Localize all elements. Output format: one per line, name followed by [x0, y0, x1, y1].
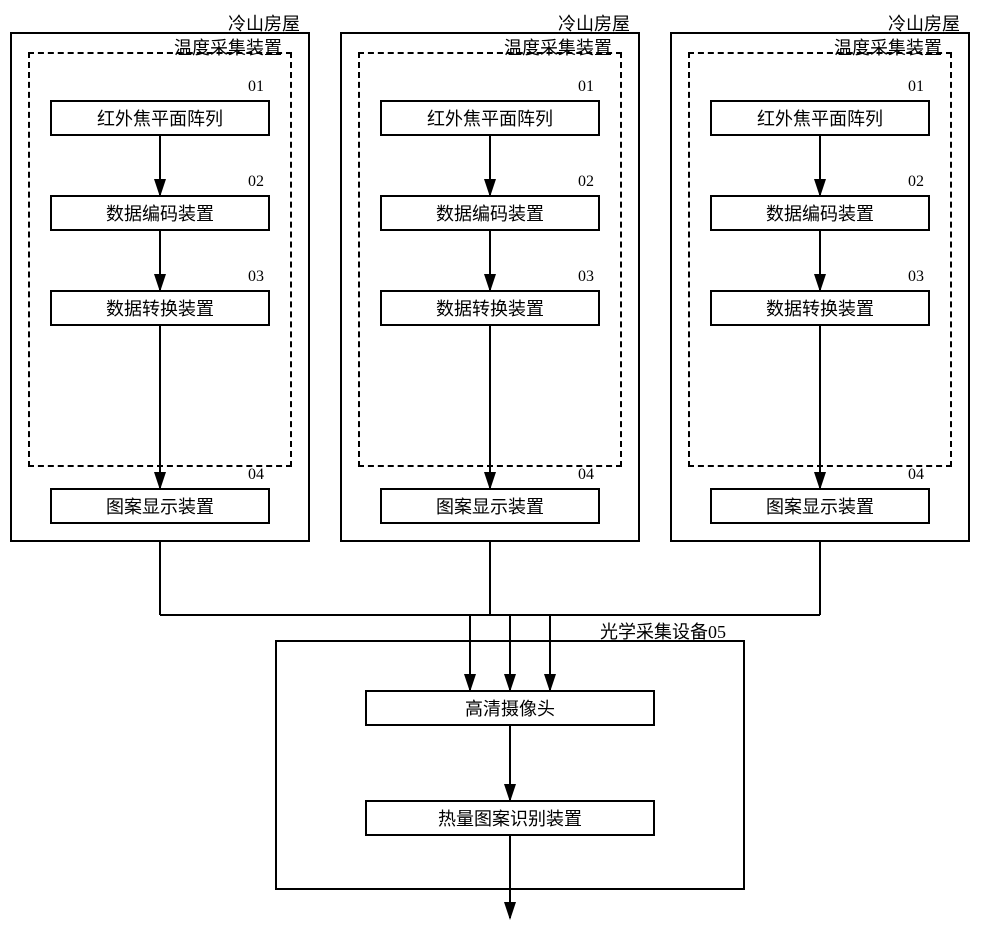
num01-2: 01	[908, 78, 924, 96]
node-encode-1: 数据编码装置	[380, 195, 600, 231]
num03-1: 03	[578, 268, 594, 286]
inner-title-1: 温度采集装置	[504, 34, 612, 60]
diagram-canvas: 冷山房屋温度采集装置01020304红外焦平面阵列数据编码装置数据转换装置图案显…	[10, 10, 990, 924]
node-encode-2: 数据编码装置	[710, 195, 930, 231]
inner-title-0: 温度采集装置	[174, 34, 282, 60]
node-convert-0: 数据转换装置	[50, 290, 270, 326]
node-display-2: 图案显示装置	[710, 488, 930, 524]
inner-title-2: 温度采集装置	[834, 34, 942, 60]
node-recognize: 热量图案识别装置	[365, 800, 655, 836]
num03-2: 03	[908, 268, 924, 286]
num03-0: 03	[248, 268, 264, 286]
node-display-0: 图案显示装置	[50, 488, 270, 524]
node-irfpa-2: 红外焦平面阵列	[710, 100, 930, 136]
node-encode-0: 数据编码装置	[50, 195, 270, 231]
node-irfpa-0: 红外焦平面阵列	[50, 100, 270, 136]
num02-0: 02	[248, 173, 264, 191]
outer-title-2: 冷山房屋	[888, 10, 960, 36]
num01-1: 01	[578, 78, 594, 96]
node-camera: 高清摄像头	[365, 690, 655, 726]
num02-1: 02	[578, 173, 594, 191]
num01-0: 01	[248, 78, 264, 96]
optical-box	[275, 640, 745, 890]
num04-0: 04	[248, 466, 264, 484]
outer-title-0: 冷山房屋	[228, 10, 300, 36]
outer-title-1: 冷山房屋	[558, 10, 630, 36]
num04-1: 04	[578, 466, 594, 484]
num04-2: 04	[908, 466, 924, 484]
node-convert-2: 数据转换装置	[710, 290, 930, 326]
node-irfpa-1: 红外焦平面阵列	[380, 100, 600, 136]
node-convert-1: 数据转换装置	[380, 290, 600, 326]
num02-2: 02	[908, 173, 924, 191]
node-display-1: 图案显示装置	[380, 488, 600, 524]
optical-title: 光学采集设备05	[600, 618, 726, 644]
